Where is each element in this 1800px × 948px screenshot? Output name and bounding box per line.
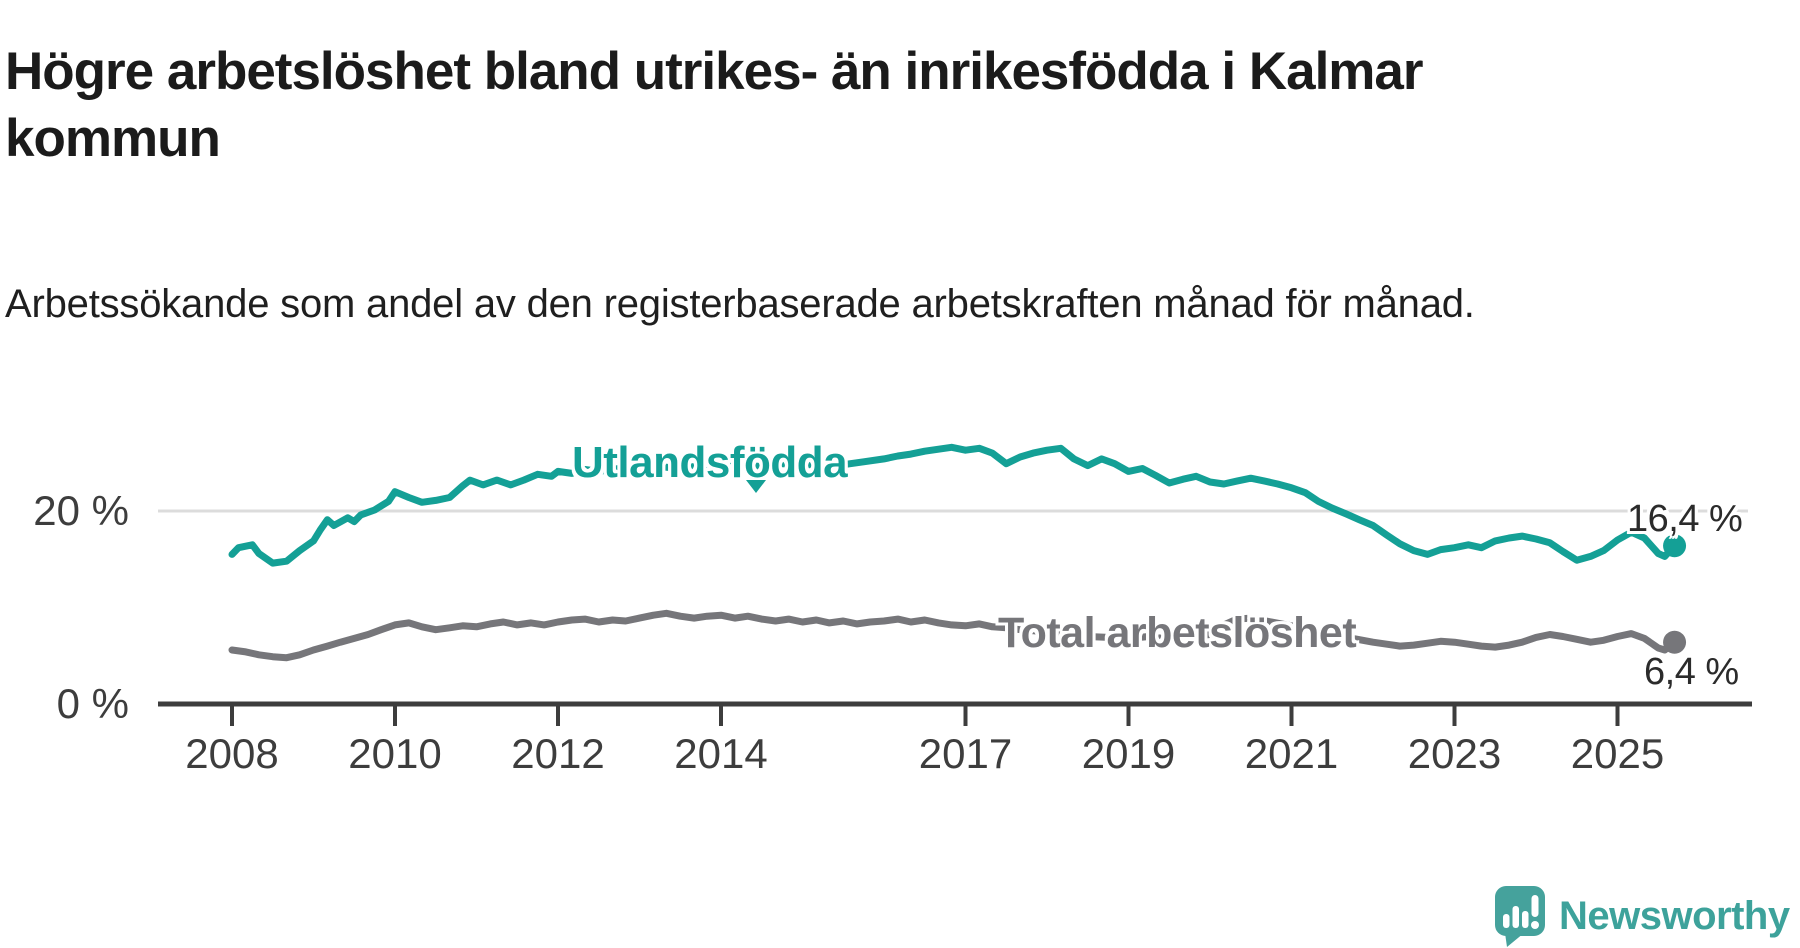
end-value-label-utlandsfodda: 16,4 % bbox=[1627, 498, 1743, 540]
y-tick-label: 0 % bbox=[57, 680, 129, 727]
page-title: Högre arbetslöshet bland utrikes- än inr… bbox=[5, 41, 1424, 169]
series-end-dot bbox=[1663, 534, 1687, 558]
x-tick-label: 2017 bbox=[919, 730, 1012, 777]
series-end-dot bbox=[1663, 630, 1687, 654]
label-pointer-caret-icon bbox=[746, 480, 766, 493]
x-tick-label: 2014 bbox=[674, 730, 767, 777]
series-label-total-arbetsloshet: Total arbetslöshet bbox=[998, 609, 1357, 657]
end-value-label-total: 6,4 % bbox=[1644, 651, 1739, 693]
newsworthy-logo: Newsworthy bbox=[1494, 885, 1790, 947]
page-subtitle: Arbetssökande som andel av den registerb… bbox=[5, 282, 1475, 326]
x-tick-label: 2012 bbox=[511, 730, 604, 777]
x-tick-label: 2019 bbox=[1082, 730, 1175, 777]
series-label-utlandsfodda: Utlandsfödda bbox=[572, 438, 848, 487]
x-tick-label: 2023 bbox=[1408, 730, 1501, 777]
brand-name: Newsworthy bbox=[1559, 894, 1790, 938]
x-tick-label: 2010 bbox=[348, 730, 441, 777]
series-line-total bbox=[228, 609, 1679, 662]
series-line-utlandsfodda bbox=[228, 443, 1679, 567]
x-tick-label: 2008 bbox=[185, 730, 278, 777]
newsworthy-logo-icon bbox=[1495, 886, 1545, 947]
y-tick-label: 20 % bbox=[33, 487, 129, 534]
x-tick-label: 2025 bbox=[1571, 730, 1664, 777]
x-tick-label: 2021 bbox=[1245, 730, 1338, 777]
